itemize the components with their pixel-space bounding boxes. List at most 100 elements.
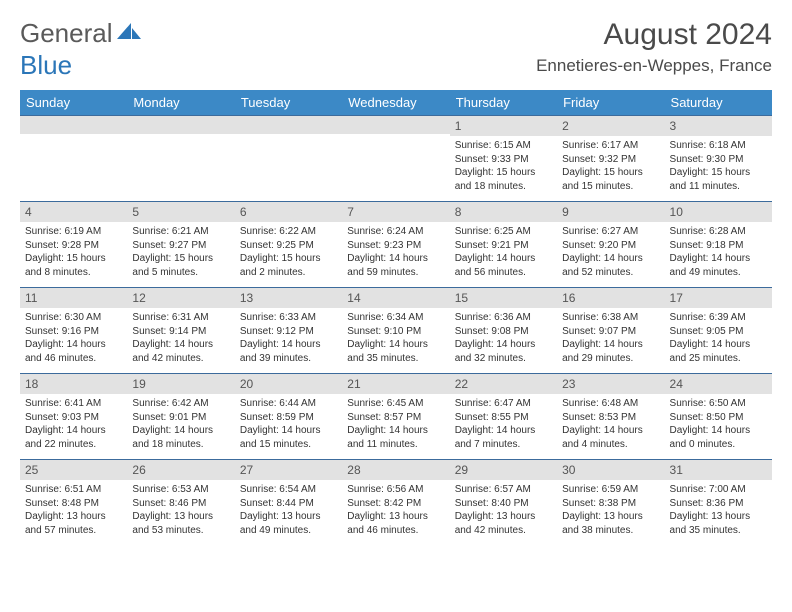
weekday-header: Friday <box>557 90 664 116</box>
day-data: Sunrise: 6:41 AMSunset: 9:03 PMDaylight:… <box>20 394 127 455</box>
daylight-text: Daylight: 14 hours and 35 minutes. <box>347 338 444 365</box>
sunset-text: Sunset: 9:14 PM <box>132 325 229 339</box>
day-number-bar: 1 <box>450 116 557 136</box>
daylight-text: Daylight: 14 hours and 4 minutes. <box>562 424 659 451</box>
sunset-text: Sunset: 8:59 PM <box>240 411 337 425</box>
sunset-text: Sunset: 9:07 PM <box>562 325 659 339</box>
sunrise-text: Sunrise: 6:18 AM <box>670 139 767 153</box>
sunset-text: Sunset: 9:08 PM <box>455 325 552 339</box>
day-number-bar: 4 <box>20 202 127 222</box>
day-data: Sunrise: 6:50 AMSunset: 8:50 PMDaylight:… <box>665 394 772 455</box>
logo-text-general: General <box>20 18 113 49</box>
sunrise-text: Sunrise: 6:24 AM <box>347 225 444 239</box>
sunset-text: Sunset: 9:25 PM <box>240 239 337 253</box>
calendar-day-cell: 11Sunrise: 6:30 AMSunset: 9:16 PMDayligh… <box>20 288 127 374</box>
sunrise-text: Sunrise: 6:51 AM <box>25 483 122 497</box>
day-data: Sunrise: 6:47 AMSunset: 8:55 PMDaylight:… <box>450 394 557 455</box>
daylight-text: Daylight: 13 hours and 57 minutes. <box>25 510 122 537</box>
calendar-day-cell: 16Sunrise: 6:38 AMSunset: 9:07 PMDayligh… <box>557 288 664 374</box>
sunrise-text: Sunrise: 6:17 AM <box>562 139 659 153</box>
day-number-bar: 26 <box>127 460 234 480</box>
day-number-bar: 29 <box>450 460 557 480</box>
day-number-bar: 27 <box>235 460 342 480</box>
daylight-text: Daylight: 15 hours and 18 minutes. <box>455 166 552 193</box>
daylight-text: Daylight: 15 hours and 5 minutes. <box>132 252 229 279</box>
logo-triangle-icon <box>117 21 143 46</box>
weekday-header: Saturday <box>665 90 772 116</box>
month-title: August 2024 <box>536 18 772 52</box>
sunrise-text: Sunrise: 6:27 AM <box>562 225 659 239</box>
page-header: General August 2024 Ennetieres-en-Weppes… <box>20 18 772 76</box>
sunset-text: Sunset: 8:36 PM <box>670 497 767 511</box>
sunrise-text: Sunrise: 6:39 AM <box>670 311 767 325</box>
sunset-text: Sunset: 9:32 PM <box>562 153 659 167</box>
day-number-bar: 5 <box>127 202 234 222</box>
day-number-bar: 25 <box>20 460 127 480</box>
day-number-bar: 20 <box>235 374 342 394</box>
daylight-text: Daylight: 14 hours and 15 minutes. <box>240 424 337 451</box>
calendar-day-cell: 18Sunrise: 6:41 AMSunset: 9:03 PMDayligh… <box>20 374 127 460</box>
sunrise-text: Sunrise: 6:57 AM <box>455 483 552 497</box>
sunrise-text: Sunrise: 6:33 AM <box>240 311 337 325</box>
daylight-text: Daylight: 14 hours and 7 minutes. <box>455 424 552 451</box>
calendar-day-cell: 23Sunrise: 6:48 AMSunset: 8:53 PMDayligh… <box>557 374 664 460</box>
day-data: Sunrise: 6:28 AMSunset: 9:18 PMDaylight:… <box>665 222 772 283</box>
daylight-text: Daylight: 15 hours and 2 minutes. <box>240 252 337 279</box>
day-number-bar: 18 <box>20 374 127 394</box>
sunset-text: Sunset: 8:46 PM <box>132 497 229 511</box>
calendar-week-row: 1Sunrise: 6:15 AMSunset: 9:33 PMDaylight… <box>20 116 772 202</box>
day-data: Sunrise: 6:59 AMSunset: 8:38 PMDaylight:… <box>557 480 664 541</box>
sunrise-text: Sunrise: 7:00 AM <box>670 483 767 497</box>
day-number-bar: 2 <box>557 116 664 136</box>
calendar-day-cell: 22Sunrise: 6:47 AMSunset: 8:55 PMDayligh… <box>450 374 557 460</box>
daylight-text: Daylight: 14 hours and 42 minutes. <box>132 338 229 365</box>
day-data: Sunrise: 6:48 AMSunset: 8:53 PMDaylight:… <box>557 394 664 455</box>
calendar-day-cell: 6Sunrise: 6:22 AMSunset: 9:25 PMDaylight… <box>235 202 342 288</box>
daylight-text: Daylight: 14 hours and 39 minutes. <box>240 338 337 365</box>
sunset-text: Sunset: 8:53 PM <box>562 411 659 425</box>
sunset-text: Sunset: 9:16 PM <box>25 325 122 339</box>
sunset-text: Sunset: 9:01 PM <box>132 411 229 425</box>
calendar-day-cell: 27Sunrise: 6:54 AMSunset: 8:44 PMDayligh… <box>235 460 342 546</box>
calendar-week-row: 11Sunrise: 6:30 AMSunset: 9:16 PMDayligh… <box>20 288 772 374</box>
daylight-text: Daylight: 14 hours and 29 minutes. <box>562 338 659 365</box>
daylight-text: Daylight: 14 hours and 0 minutes. <box>670 424 767 451</box>
day-data: Sunrise: 6:36 AMSunset: 9:08 PMDaylight:… <box>450 308 557 369</box>
sunrise-text: Sunrise: 6:34 AM <box>347 311 444 325</box>
calendar-day-cell: 15Sunrise: 6:36 AMSunset: 9:08 PMDayligh… <box>450 288 557 374</box>
weekday-header-row: SundayMondayTuesdayWednesdayThursdayFrid… <box>20 90 772 116</box>
day-number-bar: 16 <box>557 288 664 308</box>
day-data: Sunrise: 6:56 AMSunset: 8:42 PMDaylight:… <box>342 480 449 541</box>
sunrise-text: Sunrise: 6:25 AM <box>455 225 552 239</box>
daylight-text: Daylight: 14 hours and 25 minutes. <box>670 338 767 365</box>
day-number-bar: 6 <box>235 202 342 222</box>
day-number-bar <box>127 116 234 134</box>
daylight-text: Daylight: 14 hours and 52 minutes. <box>562 252 659 279</box>
day-data: Sunrise: 6:27 AMSunset: 9:20 PMDaylight:… <box>557 222 664 283</box>
day-data: Sunrise: 6:19 AMSunset: 9:28 PMDaylight:… <box>20 222 127 283</box>
daylight-text: Daylight: 14 hours and 59 minutes. <box>347 252 444 279</box>
sunset-text: Sunset: 9:12 PM <box>240 325 337 339</box>
calendar-week-row: 4Sunrise: 6:19 AMSunset: 9:28 PMDaylight… <box>20 202 772 288</box>
sunrise-text: Sunrise: 6:59 AM <box>562 483 659 497</box>
day-number-bar: 22 <box>450 374 557 394</box>
calendar-day-cell: 5Sunrise: 6:21 AMSunset: 9:27 PMDaylight… <box>127 202 234 288</box>
calendar-day-cell: 20Sunrise: 6:44 AMSunset: 8:59 PMDayligh… <box>235 374 342 460</box>
weekday-header: Sunday <box>20 90 127 116</box>
day-number-bar: 7 <box>342 202 449 222</box>
sunrise-text: Sunrise: 6:53 AM <box>132 483 229 497</box>
weekday-header: Wednesday <box>342 90 449 116</box>
calendar-week-row: 18Sunrise: 6:41 AMSunset: 9:03 PMDayligh… <box>20 374 772 460</box>
sunset-text: Sunset: 8:44 PM <box>240 497 337 511</box>
day-number-bar <box>235 116 342 134</box>
sunrise-text: Sunrise: 6:54 AM <box>240 483 337 497</box>
sunrise-text: Sunrise: 6:47 AM <box>455 397 552 411</box>
daylight-text: Daylight: 14 hours and 46 minutes. <box>25 338 122 365</box>
sunset-text: Sunset: 8:50 PM <box>670 411 767 425</box>
day-data: Sunrise: 6:34 AMSunset: 9:10 PMDaylight:… <box>342 308 449 369</box>
logo: General <box>20 18 145 49</box>
day-data: Sunrise: 6:18 AMSunset: 9:30 PMDaylight:… <box>665 136 772 197</box>
day-data: Sunrise: 6:24 AMSunset: 9:23 PMDaylight:… <box>342 222 449 283</box>
calendar-day-cell: 29Sunrise: 6:57 AMSunset: 8:40 PMDayligh… <box>450 460 557 546</box>
sunrise-text: Sunrise: 6:45 AM <box>347 397 444 411</box>
